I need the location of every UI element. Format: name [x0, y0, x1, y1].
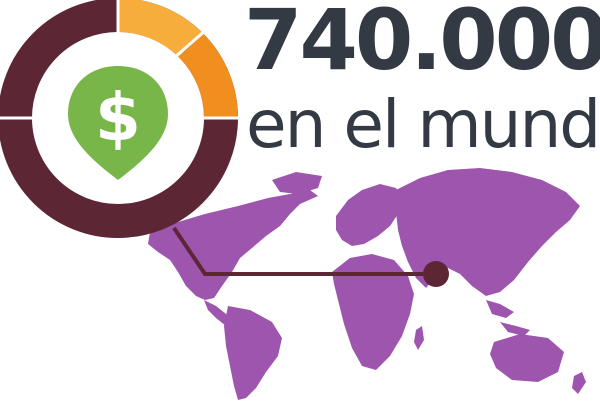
map-south-america: [224, 306, 282, 400]
headline-subtitle: en el mundo: [246, 86, 600, 163]
map-southeast-asia: [486, 300, 514, 318]
map-new-zealand: [572, 372, 586, 394]
map-madagascar: [414, 326, 424, 350]
dollar-symbol: $: [95, 79, 141, 156]
map-australia: [490, 334, 564, 382]
map-central-america: [204, 300, 232, 326]
map-north-america: [148, 190, 318, 300]
location-marker: [423, 261, 449, 287]
headline-number: 740.000: [244, 0, 600, 89]
ring-segment-dark-orange: [178, 33, 238, 119]
map-africa: [332, 254, 414, 370]
map-greenland: [272, 172, 322, 194]
ring-segment-light-orange: [117, 0, 203, 58]
ring-separator: [174, 28, 207, 59]
map-continents: [148, 168, 586, 400]
map-indonesia: [500, 322, 530, 336]
map-europe: [336, 184, 404, 246]
dollar-pin-icon: $: [68, 66, 168, 180]
connector-line: [172, 226, 436, 276]
